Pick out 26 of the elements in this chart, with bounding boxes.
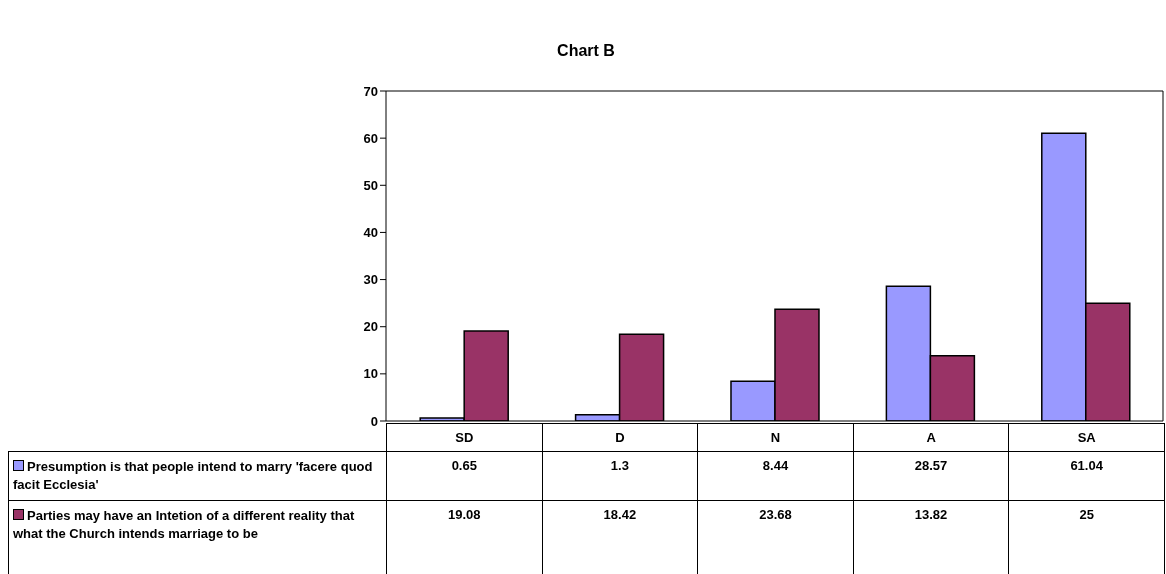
data-label: 23.68 [697, 500, 854, 574]
y-tick-label: 40 [363, 225, 378, 241]
x-tick-label: A [853, 423, 1009, 452]
y-tick-label: 0 [370, 413, 378, 429]
y-tick-label: 70 [363, 83, 378, 99]
data-label: 8.44 [697, 451, 854, 501]
data-label: 25 [1008, 500, 1165, 574]
data-label: 28.57 [853, 451, 1009, 501]
data-label: 18.42 [542, 500, 698, 574]
x-tick-label: D [542, 423, 698, 452]
data-label: 1.3 [542, 451, 698, 501]
y-tick-label: 60 [363, 130, 378, 146]
legend-label: Parties may have an Intetion of a different reality that what the Church intends marriage to be [13, 508, 355, 541]
chart-title: Chart B [556, 41, 616, 61]
x-tick-label: SD [386, 423, 543, 452]
y-tick-label: 20 [363, 319, 378, 335]
y-tick-label: 10 [363, 366, 378, 382]
legend-label: Presumption is that people intend to marry 'facere quod facit Ecclesia' [13, 459, 373, 492]
data-label: 0.65 [386, 451, 543, 501]
y-tick-label: 30 [363, 272, 378, 288]
x-tick-label: N [697, 423, 854, 452]
data-label: 19.08 [386, 500, 543, 574]
x-tick-label: SA [1008, 423, 1165, 452]
y-tick-label: 50 [363, 177, 378, 193]
data-label: 61.04 [1008, 451, 1165, 501]
data-label: 13.82 [853, 500, 1009, 574]
